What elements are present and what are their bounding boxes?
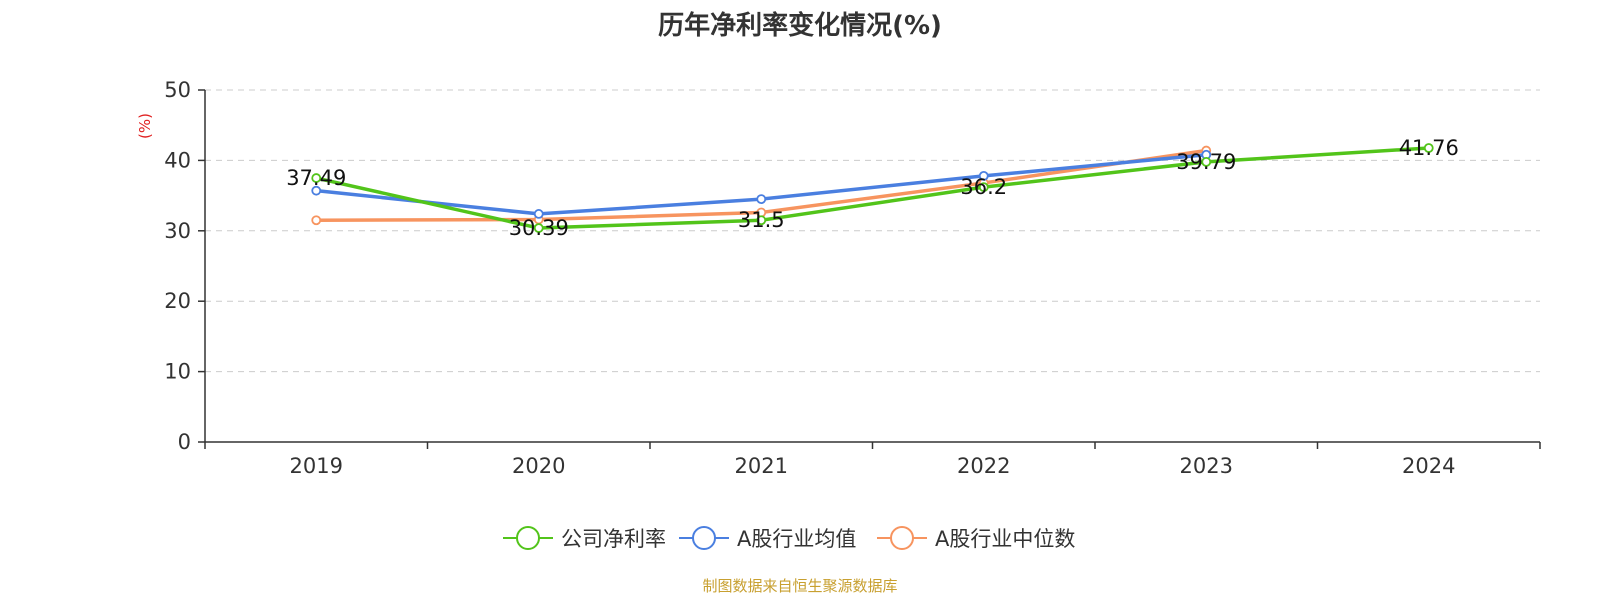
data-point-0-2024[interactable] [1423,143,1434,153]
data-source-note: 制图数据来自恒生聚源数据库 [702,577,897,595]
y-tick-label-20: 20 [164,289,191,313]
data-label-2019: 37.49 [286,166,346,190]
y-tick-label-0: 0 [178,430,191,454]
x-tick-label-2021: 2021 [735,454,788,478]
data-point-1-2022[interactable] [978,170,989,181]
x-tick-label-2019: 2019 [290,454,343,478]
data-point-0-2023[interactable] [1201,156,1212,167]
y-tick-label-10: 10 [164,360,191,384]
legend-marker-1 [692,526,716,550]
x-tick-label-2024: 2024 [1402,454,1455,478]
series [311,143,1434,233]
grid [205,89,1540,373]
legend-label-0: 公司净利率 [561,527,666,551]
data-point-0-2022[interactable] [978,182,989,193]
series-0 [311,143,1434,233]
legend-item-2[interactable]: A股行业中位数 [877,526,1075,551]
y-tick-label-50: 50 [164,78,191,102]
data-label-2023: 39.79 [1176,150,1236,174]
data-label-2021: 31.5 [738,208,785,232]
legend-label-1: A股行业均值 [737,527,856,551]
axes: 0 10 20 30 40 50 2019 2020 2021 2022 2023 2024 [164,78,1541,478]
data-label-2020: 30.39 [509,216,569,240]
legend-marker-2 [890,526,914,550]
x-tick-label-2022: 2022 [957,454,1010,478]
data-point-0-2019[interactable] [311,173,322,183]
data-label-2024: 41.76 [1399,136,1459,160]
series-1 [311,149,1212,219]
data-point-2-2019[interactable] [311,215,322,226]
data-point-1-2020[interactable] [533,209,544,219]
data-point-1-2019[interactable] [311,185,322,196]
legend-label-2: A股行业中位数 [935,527,1075,551]
data-point-0-2020[interactable] [533,223,544,233]
legend-item-0[interactable]: 公司净利率 [503,526,666,551]
legend-item-1[interactable]: A股行业均值 [679,526,856,551]
legend-marker-0 [516,526,540,550]
x-tick-label-2020: 2020 [512,454,565,478]
data-label-2022: 36.2 [960,175,1007,199]
y-axis-label: (%) [136,113,154,139]
series-line-0 [315,146,1429,230]
data-labels: 37.49 30.39 31.5 36.2 39.79 41.76 [286,136,1459,240]
chart-title: 历年净利率变化情况(%) [658,10,942,41]
series-line-1 [316,153,1207,216]
data-point-0-2021[interactable] [756,215,767,226]
y-tick-label-30: 30 [164,219,191,243]
legend[interactable]: 公司净利率 A股行业均值 A股行业中位数 [503,526,1075,551]
y-tick-label-40: 40 [164,148,191,172]
x-tick-label-2023: 2023 [1180,454,1233,478]
data-point-1-2021[interactable] [756,194,767,205]
